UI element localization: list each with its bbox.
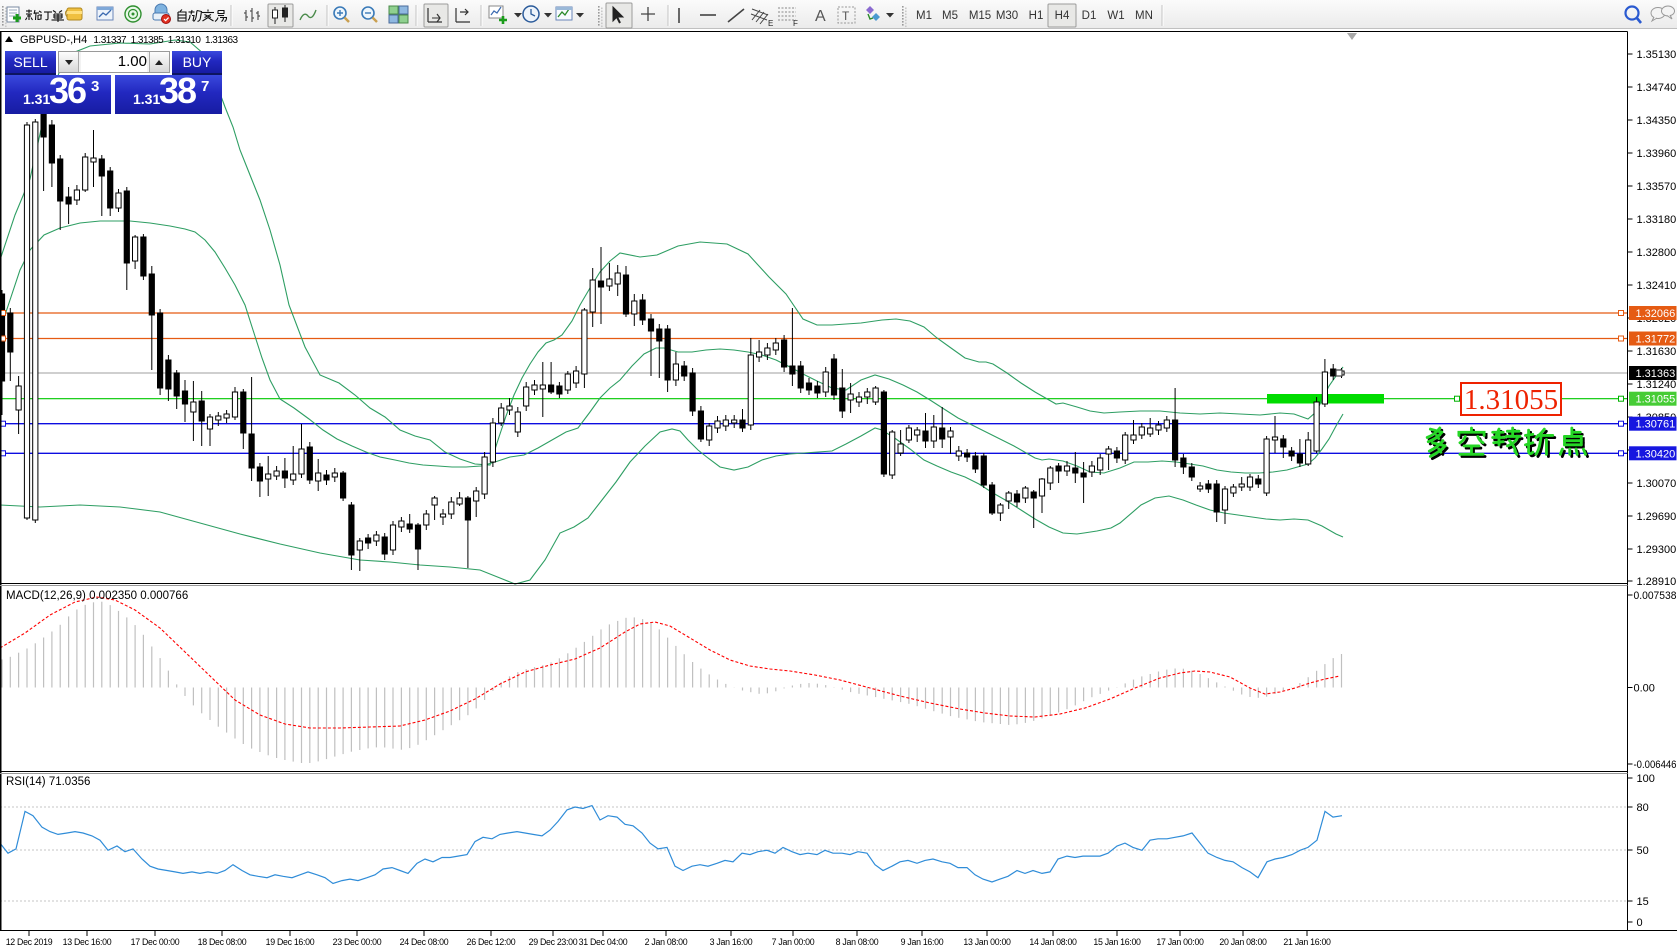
svg-text:9 Jan 16:00: 9 Jan 16:00	[901, 937, 944, 947]
svg-text:RSI(14) 71.0356: RSI(14) 71.0356	[6, 776, 90, 788]
svg-text:17 Jan 00:00: 17 Jan 00:00	[1156, 937, 1204, 947]
svg-text:1.34740: 1.34740	[1637, 82, 1677, 94]
svg-text:1.32800: 1.32800	[1637, 247, 1677, 259]
svg-text:21 Jan 16:00: 21 Jan 16:00	[1283, 937, 1331, 947]
svg-text:MACD(12,26,9) 0.002350 0.00076: MACD(12,26,9) 0.002350 0.000766	[6, 590, 188, 602]
svg-text:15: 15	[1637, 896, 1649, 908]
svg-text:M5: M5	[942, 10, 958, 22]
svg-text:13 Jan 00:00: 13 Jan 00:00	[963, 937, 1011, 947]
svg-text:0.007538: 0.007538	[1634, 590, 1677, 602]
svg-text:2 Jan 08:00: 2 Jan 08:00	[645, 937, 688, 947]
svg-text:0: 0	[1637, 917, 1643, 929]
svg-text:24 Dec 08:00: 24 Dec 08:00	[400, 937, 449, 947]
svg-text:1.30420: 1.30420	[1636, 448, 1676, 460]
svg-text:-0.006446: -0.006446	[1634, 759, 1677, 771]
svg-text:1.30761: 1.30761	[1636, 419, 1676, 431]
svg-text:1.31630: 1.31630	[1637, 346, 1677, 358]
svg-text:0.00: 0.00	[1634, 683, 1655, 695]
svg-text:29 Dec 23:00: 29 Dec 23:00	[529, 937, 578, 947]
svg-text:15 Jan 16:00: 15 Jan 16:00	[1093, 937, 1141, 947]
svg-text:7 Jan 00:00: 7 Jan 00:00	[772, 937, 815, 947]
svg-text:1.34350: 1.34350	[1637, 115, 1677, 127]
svg-text:A: A	[815, 8, 826, 25]
svg-text:17 Dec 00:00: 17 Dec 00:00	[131, 937, 180, 947]
svg-text:1.33180: 1.33180	[1637, 214, 1677, 226]
svg-text:W1: W1	[1107, 10, 1124, 22]
svg-text:M15: M15	[969, 10, 991, 22]
svg-text:1.31240: 1.31240	[1637, 379, 1677, 391]
svg-text:19 Dec 16:00: 19 Dec 16:00	[266, 937, 315, 947]
svg-text:1.33960: 1.33960	[1637, 148, 1677, 160]
svg-text:14 Jan 08:00: 14 Jan 08:00	[1029, 937, 1077, 947]
svg-text:18 Dec 08:00: 18 Dec 08:00	[198, 937, 247, 947]
svg-text:1.29690: 1.29690	[1637, 511, 1677, 523]
svg-text:80: 80	[1637, 802, 1649, 814]
svg-text:3 Jan 16:00: 3 Jan 16:00	[710, 937, 753, 947]
svg-text:1.32410: 1.32410	[1637, 280, 1677, 292]
svg-text:1.31055: 1.31055	[1636, 394, 1676, 406]
svg-text:T: T	[842, 9, 850, 23]
svg-text:1.28910: 1.28910	[1637, 576, 1677, 588]
svg-text:20 Jan 08:00: 20 Jan 08:00	[1219, 937, 1267, 947]
svg-text:1.31055: 1.31055	[1464, 384, 1558, 416]
svg-text:F: F	[793, 19, 798, 28]
svg-text:1.30070: 1.30070	[1637, 478, 1677, 490]
svg-text:31 Dec 04:00: 31 Dec 04:00	[579, 937, 628, 947]
svg-text:M1: M1	[916, 10, 932, 22]
svg-text:H1: H1	[1029, 10, 1044, 22]
svg-text:H4: H4	[1055, 10, 1070, 22]
svg-text:23 Dec 00:00: 23 Dec 00:00	[333, 937, 382, 947]
svg-text:MN: MN	[1135, 10, 1153, 22]
svg-text:1.31363: 1.31363	[1636, 368, 1676, 380]
svg-text:E: E	[768, 19, 773, 28]
svg-text:1.33570: 1.33570	[1637, 181, 1677, 193]
svg-text:1.35130: 1.35130	[1637, 49, 1677, 61]
svg-text:M30: M30	[996, 10, 1018, 22]
svg-text:13 Dec 16:00: 13 Dec 16:00	[63, 937, 112, 947]
svg-text:D1: D1	[1082, 10, 1097, 22]
svg-text:26 Dec 12:00: 26 Dec 12:00	[467, 937, 516, 947]
svg-text:12 Dec 2019: 12 Dec 2019	[6, 937, 53, 947]
svg-text:8 Jan 08:00: 8 Jan 08:00	[836, 937, 879, 947]
svg-text:1.32066: 1.32066	[1636, 308, 1676, 320]
svg-text:1.29300: 1.29300	[1637, 544, 1677, 556]
svg-text:1.31772: 1.31772	[1636, 334, 1676, 346]
svg-text:100: 100	[1637, 773, 1655, 785]
svg-text:50: 50	[1637, 845, 1649, 857]
